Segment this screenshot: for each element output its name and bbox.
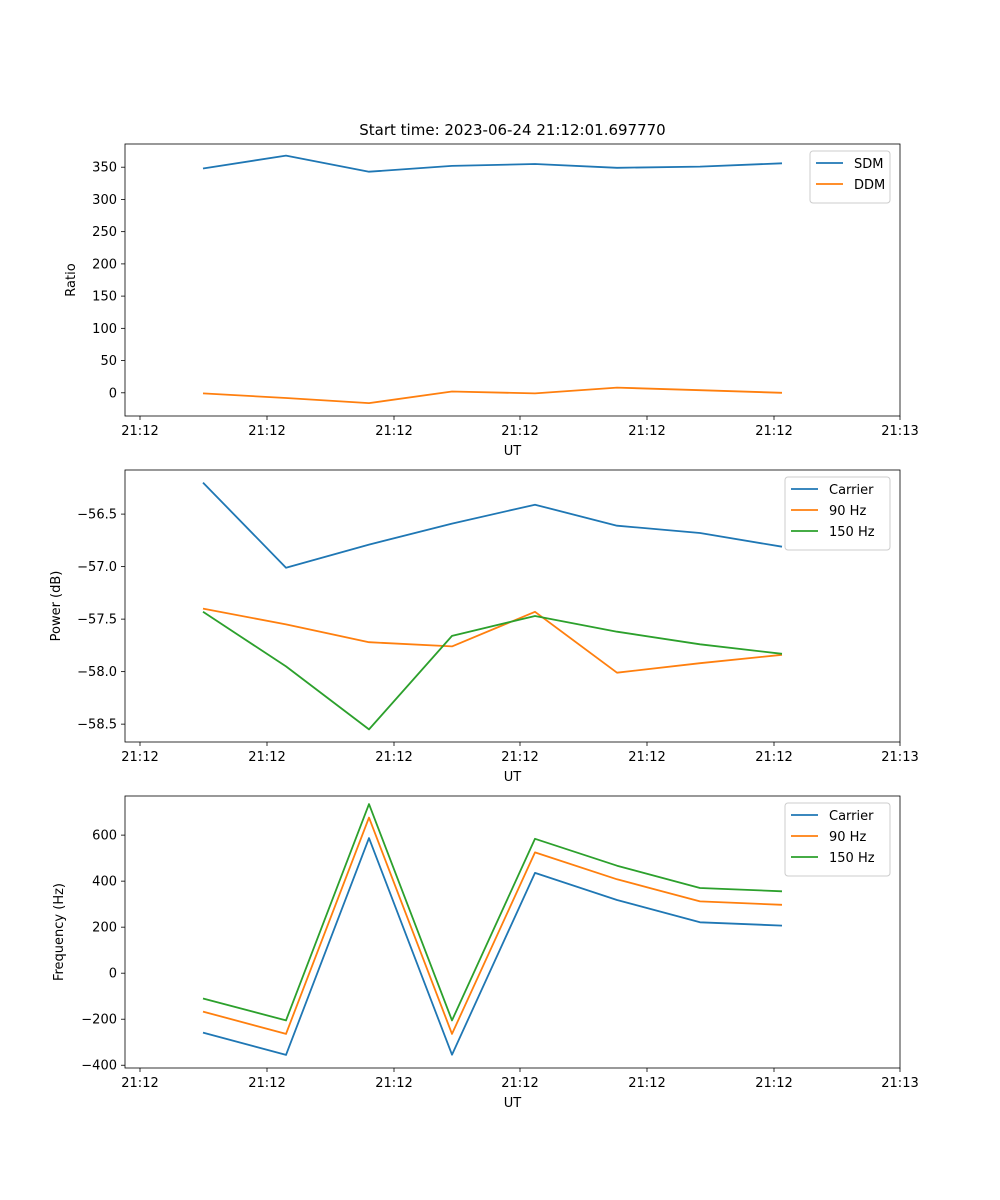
x-tick-label: 21:12	[501, 750, 538, 765]
series-line-150-hz	[202, 803, 783, 1022]
x-tick-label: 21:12	[248, 1076, 285, 1091]
x-tick-label: 21:12	[755, 750, 792, 765]
legend: Carrier 90 Hz 150 Hz	[784, 476, 891, 551]
legend-label: SDM	[854, 157, 883, 172]
y-tick-label: 200	[92, 257, 117, 272]
y-axis-label: Power (dB)	[49, 571, 64, 642]
y-tick-label: −57.0	[77, 560, 117, 575]
legend-label: Carrier	[829, 483, 874, 498]
series-line-90-hz	[202, 607, 783, 674]
y-tick-label: −58.0	[77, 665, 117, 680]
x-axis-label: UT	[504, 444, 522, 459]
legend-label: Carrier	[829, 809, 874, 824]
y-tick-label: 0	[109, 386, 117, 401]
y-tick-label: 600	[92, 829, 117, 844]
series-line-sdm	[202, 154, 783, 173]
chart-panel-3: 21:12 21:12 21:12 21:12 21:12 21:12 21:13 −400 −…	[52, 795, 919, 1111]
y-tick-label: 100	[92, 322, 117, 337]
legend-label: DDM	[854, 178, 885, 193]
x-tick-label: 21:12	[628, 1076, 665, 1091]
legend: SDM DDM	[809, 150, 891, 204]
y-tick-label: −57.5	[77, 613, 117, 628]
y-tick-label: −400	[81, 1059, 117, 1074]
legend-label: 150 Hz	[829, 525, 875, 540]
y-tick-label: 150	[92, 290, 117, 305]
panels: 21:12 21:12 21:12 21:12 21:12 21:12 21:13 0 50 10…	[49, 143, 919, 1111]
plot-area	[124, 469, 901, 743]
legend: Carrier 90 Hz 150 Hz	[784, 802, 891, 877]
x-tick-label: 21:12	[501, 1076, 538, 1091]
y-tick-label: 0	[109, 967, 117, 982]
x-tick-label: 21:12	[375, 424, 412, 439]
series-line-150-hz	[202, 611, 783, 731]
series-line-ddm	[202, 386, 783, 405]
plot-area	[124, 143, 901, 417]
x-tick-label: 21:12	[248, 750, 285, 765]
x-tick-label: 21:12	[121, 1076, 158, 1091]
x-tick-label: 21:13	[881, 750, 918, 765]
y-tick-label: 400	[92, 875, 117, 890]
legend-label: 90 Hz	[829, 504, 866, 519]
y-axis-label: Frequency (Hz)	[52, 883, 67, 981]
chart-panel-2: 21:12 21:12 21:12 21:12 21:12 21:12 21:13 −58.5…	[49, 469, 919, 785]
x-tick-label: 21:13	[881, 424, 918, 439]
series-line-carrier	[202, 837, 783, 1056]
x-tick-label: 21:12	[375, 750, 412, 765]
x-tick-label: 21:12	[248, 424, 285, 439]
figure-title: Start time: 2023-06-24 21:12:01.697770	[359, 121, 665, 139]
x-tick-label: 21:12	[628, 750, 665, 765]
x-tick-label: 21:12	[375, 1076, 412, 1091]
x-tick-label: 21:12	[501, 424, 538, 439]
plot-area	[124, 795, 901, 1069]
y-tick-label: 200	[92, 921, 117, 936]
y-tick-label: 350	[92, 161, 117, 176]
x-tick-label: 21:12	[755, 1076, 792, 1091]
y-tick-label: 300	[92, 193, 117, 208]
legend-box	[809, 150, 891, 204]
y-tick-label: 50	[100, 354, 117, 369]
y-tick-label: −200	[81, 1013, 117, 1028]
y-tick-label: −58.5	[77, 718, 117, 733]
x-tick-label: 21:12	[628, 424, 665, 439]
x-axis-label: UT	[504, 1096, 522, 1111]
chart-panel-1: 21:12 21:12 21:12 21:12 21:12 21:12 21:13 0 50 10…	[64, 143, 919, 459]
y-tick-label: −56.5	[77, 508, 117, 523]
y-tick-label: 250	[92, 225, 117, 240]
y-axis-label: Ratio	[64, 263, 79, 296]
x-axis-label: UT	[504, 770, 522, 785]
x-tick-label: 21:12	[121, 750, 158, 765]
x-tick-label: 21:13	[881, 1076, 918, 1091]
legend-label: 90 Hz	[829, 830, 866, 845]
x-tick-label: 21:12	[755, 424, 792, 439]
legend-label: 150 Hz	[829, 851, 875, 866]
x-tick-label: 21:12	[121, 424, 158, 439]
series-line-carrier	[202, 481, 783, 569]
series-line-90-hz	[202, 816, 783, 1035]
